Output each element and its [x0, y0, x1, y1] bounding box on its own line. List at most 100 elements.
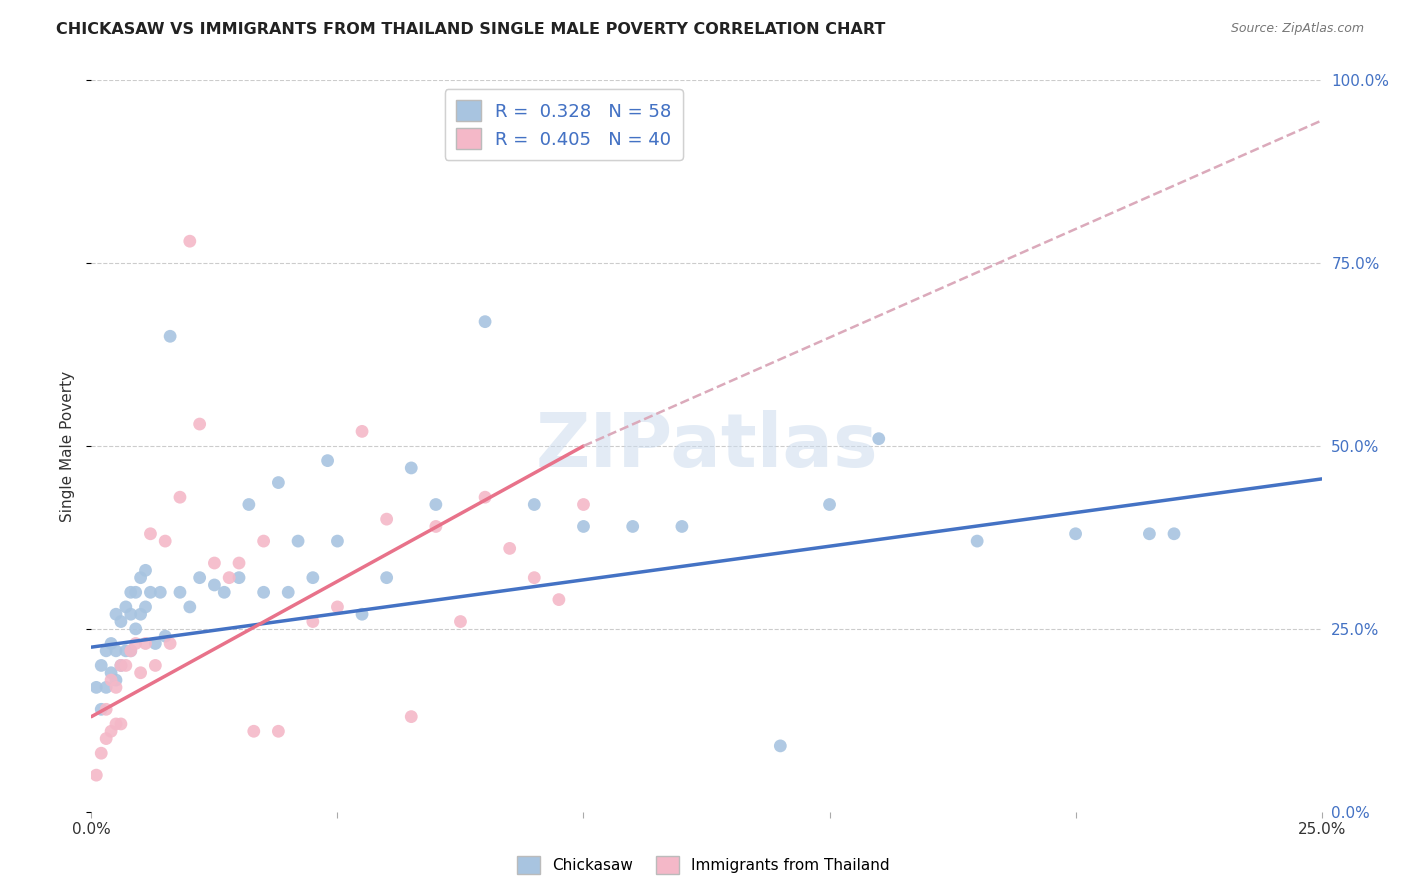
Point: [105, 607, 127, 622]
Point: [572, 519, 595, 533]
Y-axis label: Single Male Poverty: Single Male Poverty: [60, 370, 76, 522]
Point: [228, 571, 250, 585]
Point: [267, 475, 290, 490]
Point: [1064, 526, 1087, 541]
Point: [100, 665, 122, 680]
Point: [159, 636, 181, 650]
Point: [966, 534, 988, 549]
Point: [547, 592, 569, 607]
Point: [523, 498, 546, 512]
Legend: R =  0.328   N = 58, R =  0.405   N = 40: R = 0.328 N = 58, R = 0.405 N = 40: [444, 89, 682, 160]
Text: CHICKASAW VS IMMIGRANTS FROM THAILAND SINGLE MALE POVERTY CORRELATION CHART: CHICKASAW VS IMMIGRANTS FROM THAILAND SI…: [56, 22, 886, 37]
Point: [375, 512, 398, 526]
Point: [498, 541, 520, 556]
Point: [188, 571, 211, 585]
Point: [228, 556, 250, 570]
Point: [149, 585, 172, 599]
Point: [425, 519, 447, 533]
Point: [120, 644, 142, 658]
Point: [202, 578, 225, 592]
Point: [572, 498, 595, 512]
Point: [326, 599, 349, 614]
Legend: Chickasaw, Immigrants from Thailand: Chickasaw, Immigrants from Thailand: [510, 850, 896, 880]
Point: [169, 490, 191, 504]
Point: [169, 585, 191, 599]
Point: [120, 585, 142, 599]
Point: [124, 622, 146, 636]
Point: [100, 673, 122, 687]
Point: [301, 615, 323, 629]
Point: [124, 636, 146, 650]
Point: [868, 432, 890, 446]
Point: [1163, 526, 1185, 541]
Point: [621, 519, 644, 533]
Point: [218, 571, 240, 585]
Point: [179, 599, 201, 614]
Point: [105, 717, 127, 731]
Point: [375, 571, 398, 585]
Point: [316, 453, 339, 467]
Point: [399, 709, 422, 723]
Point: [449, 615, 471, 629]
Point: [238, 498, 260, 512]
Point: [145, 636, 166, 650]
Text: Source: ZipAtlas.com: Source: ZipAtlas.com: [1230, 22, 1364, 36]
Point: [153, 534, 177, 549]
Point: [135, 636, 156, 650]
Point: [277, 585, 299, 599]
Point: [129, 665, 152, 680]
Point: [523, 571, 546, 585]
Point: [769, 739, 792, 753]
Point: [105, 681, 127, 695]
Point: [474, 315, 496, 329]
Point: [90, 746, 112, 760]
Point: [129, 607, 152, 622]
Point: [326, 534, 349, 549]
Point: [96, 681, 117, 695]
Point: [96, 702, 117, 716]
Point: [145, 658, 166, 673]
Point: [90, 658, 112, 673]
Point: [110, 658, 132, 673]
Point: [114, 644, 138, 658]
Point: [139, 526, 162, 541]
Point: [135, 599, 156, 614]
Point: [120, 644, 142, 658]
Point: [110, 658, 132, 673]
Point: [153, 629, 177, 643]
Point: [253, 534, 276, 549]
Point: [114, 658, 138, 673]
Point: [159, 329, 181, 343]
Point: [1139, 526, 1161, 541]
Point: [818, 498, 841, 512]
Point: [135, 563, 156, 577]
Point: [474, 490, 496, 504]
Point: [110, 615, 132, 629]
Point: [105, 673, 127, 687]
Point: [120, 607, 142, 622]
Point: [124, 585, 146, 599]
Point: [114, 599, 138, 614]
Point: [96, 644, 117, 658]
Point: [129, 571, 152, 585]
Point: [202, 556, 225, 570]
Point: [100, 724, 122, 739]
Point: [425, 498, 447, 512]
Point: [287, 534, 309, 549]
Text: ZIPatlas: ZIPatlas: [536, 409, 877, 483]
Point: [212, 585, 235, 599]
Point: [110, 717, 132, 731]
Point: [253, 585, 276, 599]
Point: [105, 644, 127, 658]
Point: [242, 724, 264, 739]
Point: [86, 681, 108, 695]
Point: [179, 234, 201, 248]
Point: [96, 731, 117, 746]
Point: [301, 571, 323, 585]
Point: [399, 461, 422, 475]
Point: [86, 768, 108, 782]
Point: [139, 585, 162, 599]
Point: [100, 636, 122, 650]
Point: [188, 417, 211, 431]
Point: [90, 702, 112, 716]
